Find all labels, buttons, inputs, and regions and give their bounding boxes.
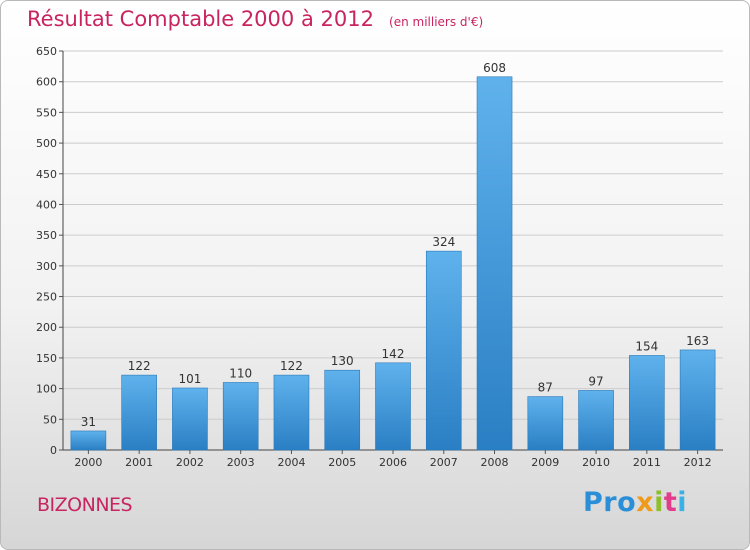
data-label-2007: 324 (432, 235, 455, 249)
y-tick-label-650: 650 (36, 45, 57, 58)
bar-2004 (273, 374, 310, 451)
data-label-2012: 163 (686, 334, 709, 348)
y-tick-label-500: 500 (36, 137, 57, 150)
city-name: BIZONNES (37, 494, 133, 516)
x-tick-label-2007: 2007 (430, 456, 458, 469)
logo-part-x: x (636, 487, 655, 518)
x-tick-label-2009: 2009 (531, 456, 559, 469)
logo-part-i: i (654, 487, 664, 518)
x-tick-label-2012: 2012 (684, 456, 712, 469)
data-label-2005: 130 (331, 354, 354, 368)
x-tick-label-2004: 2004 (277, 456, 305, 469)
bar-2007 (425, 250, 462, 451)
y-tick-label-100: 100 (36, 383, 57, 396)
logo-part-t: t (663, 487, 678, 518)
y-tick-label-400: 400 (36, 198, 57, 211)
data-label-2003: 110 (229, 366, 252, 380)
data-label-2011: 154 (635, 339, 658, 353)
proxiti-logo[interactable]: Proxiti (583, 487, 687, 518)
x-tick-label-2003: 2003 (227, 456, 255, 469)
x-tick-label-2001: 2001 (125, 456, 153, 469)
y-tick-label-300: 300 (36, 260, 57, 273)
bar-2009 (527, 396, 564, 451)
data-label-2000: 31 (81, 415, 96, 429)
label-layer: 31 122 101 110 122 130 142 324 608 87 97 154 163 (81, 61, 709, 429)
logo-part-i2: i (677, 487, 688, 518)
bar-2000 (70, 430, 107, 451)
y-tick-label-150: 150 (36, 352, 57, 365)
y-tick-label-0: 0 (50, 444, 57, 457)
x-tick-label-2005: 2005 (328, 456, 356, 469)
bar-2006 (375, 362, 411, 451)
bar-layer (70, 76, 716, 451)
y-tick-label-200: 200 (36, 321, 57, 334)
bar-2005 (324, 369, 361, 451)
bar-2001 (121, 374, 157, 451)
bar-2010 (578, 390, 614, 451)
x-tick-label-2002: 2002 (176, 456, 204, 469)
x-tick-label-2000: 2000 (74, 456, 102, 469)
data-label-2008: 608 (483, 61, 506, 75)
x-tick-label-2008: 2008 (481, 456, 509, 469)
y-tick-label-350: 350 (36, 229, 57, 242)
x-tick-label-2011: 2011 (633, 456, 661, 469)
y-tick-label-450: 450 (36, 168, 57, 181)
bar-2011 (629, 355, 665, 451)
x-tick-label-2006: 2006 (379, 456, 407, 469)
data-label-2002: 101 (178, 372, 201, 386)
bar-2008 (476, 76, 513, 451)
bar-2012 (679, 349, 716, 451)
bar-2002 (172, 387, 208, 451)
chart-title: Résultat Comptable 2000 à 2012 (27, 7, 374, 31)
y-tick-label-250: 250 (36, 291, 57, 304)
data-label-2006: 142 (382, 347, 405, 361)
y-tick-label-50: 50 (43, 413, 57, 426)
bar-2003 (222, 382, 259, 451)
logo-part-pro: Pro (583, 487, 637, 518)
data-label-2001: 122 (128, 359, 151, 373)
data-label-2009: 87 (538, 381, 553, 395)
x-tick-label-2010: 2010 (582, 456, 610, 469)
data-label-2010: 97 (588, 374, 603, 388)
data-label-2004: 122 (280, 359, 303, 373)
chart-unit-label: (en milliers d'€) (389, 15, 484, 29)
y-tick-label-600: 600 (36, 76, 57, 89)
chart-title-block: Résultat Comptable 2000 à 2012 (en milli… (27, 7, 483, 31)
y-tick-label-550: 550 (36, 106, 57, 119)
